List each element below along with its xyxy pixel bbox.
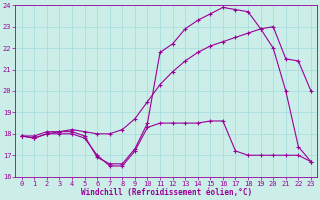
X-axis label: Windchill (Refroidissement éolien,°C): Windchill (Refroidissement éolien,°C) xyxy=(81,188,252,197)
